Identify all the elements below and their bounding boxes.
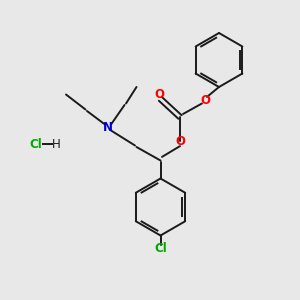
- Text: Cl: Cl: [30, 137, 42, 151]
- Text: N: N: [103, 121, 113, 134]
- Text: O: O: [154, 88, 164, 101]
- Text: O: O: [176, 135, 186, 148]
- Text: H: H: [52, 137, 61, 151]
- Text: O: O: [200, 94, 211, 107]
- Text: Cl: Cl: [154, 242, 167, 256]
